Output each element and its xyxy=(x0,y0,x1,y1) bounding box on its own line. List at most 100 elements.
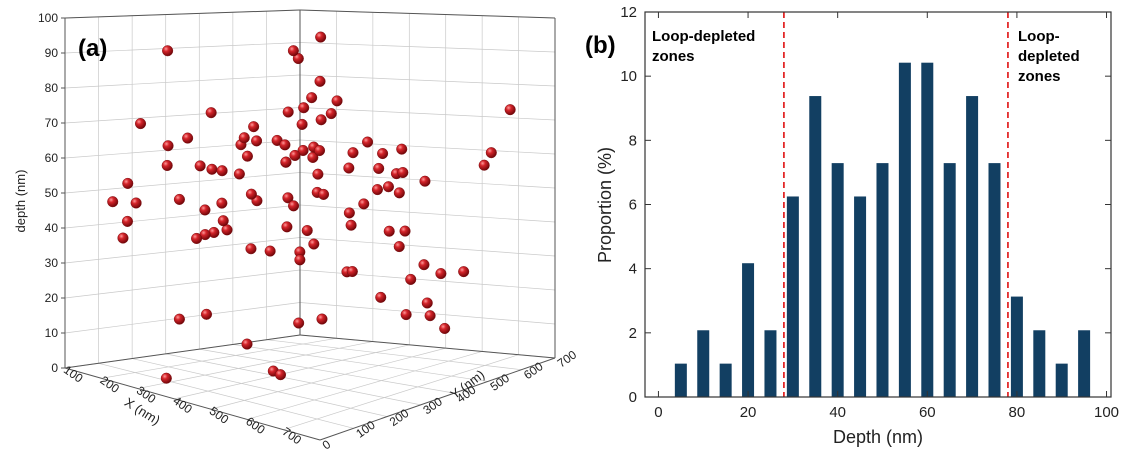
scatter-point xyxy=(435,268,447,280)
scatter-point xyxy=(383,225,395,237)
histogram-bar xyxy=(1010,296,1023,397)
scatter-point xyxy=(504,104,516,116)
panel-label-a: (a) xyxy=(78,35,107,62)
histogram-bar xyxy=(674,363,687,397)
scatter-point xyxy=(238,132,250,144)
scatter-point xyxy=(245,243,257,255)
scatter-point xyxy=(107,196,119,208)
x-tick-label: 700 xyxy=(280,424,305,447)
scatter-point xyxy=(419,175,431,187)
scatter-point xyxy=(264,245,276,257)
scatter-point xyxy=(293,317,305,329)
scatter-points xyxy=(107,31,516,384)
scatter-point xyxy=(135,118,147,130)
scatter-point xyxy=(162,45,174,57)
depth-tick-label: 60 xyxy=(45,151,59,165)
y-tick-label: 4 xyxy=(629,261,637,278)
scatter-point xyxy=(325,108,337,120)
histogram-bar xyxy=(786,196,799,397)
scatter-point xyxy=(173,313,185,325)
scatter-point xyxy=(358,198,370,210)
scatter-point xyxy=(275,369,287,381)
scatter-point xyxy=(294,254,306,266)
depth-tick-label: 50 xyxy=(45,186,59,200)
scatter-point xyxy=(346,266,358,278)
depth-axis-label: depth (nm) xyxy=(13,170,28,233)
histogram-bar xyxy=(742,263,755,397)
depth-axis-ticks: 0 10 20 30 40 50 60 70 80 90 100 xyxy=(38,11,65,375)
histogram-bar xyxy=(809,96,822,397)
scatter-point xyxy=(216,197,228,209)
histogram-bar xyxy=(719,363,732,397)
x-tick-label: 600 xyxy=(243,414,268,437)
scatter-point xyxy=(173,193,185,205)
scatter-point xyxy=(318,188,330,200)
scatter-point xyxy=(478,159,490,171)
scatter-point xyxy=(216,165,228,177)
scatter-point xyxy=(315,31,327,43)
scatter-point xyxy=(377,148,389,160)
scatter-point xyxy=(206,163,218,175)
scatter-point xyxy=(122,177,134,189)
y-tick-label: 12 xyxy=(620,4,637,21)
x-tick-label: 100 xyxy=(1094,404,1119,421)
scatter-point xyxy=(194,160,206,172)
x-tick-label: 20 xyxy=(740,404,757,421)
scatter-point xyxy=(191,232,203,244)
scatter-point xyxy=(371,184,383,196)
scatter-point xyxy=(121,215,133,227)
histogram-panel: 0 2 4 6 8 10 12 0 20 40 60 80 100 (b) Proportion (%… xyxy=(585,4,1119,447)
scatter-point xyxy=(362,136,374,148)
scatter-point xyxy=(280,156,292,168)
depleted-zone-lines xyxy=(783,12,1009,397)
depth-tick-label: 40 xyxy=(45,221,59,235)
depth-tick-label: 90 xyxy=(45,46,59,60)
scatter-point xyxy=(248,121,260,133)
scatter-point xyxy=(279,139,291,151)
scatter-point xyxy=(397,167,409,179)
x-axis-label: Depth (nm) xyxy=(833,427,923,447)
histogram-bars xyxy=(674,62,1091,398)
x-axis-ticks: 100 200 300 400 500 600 700 xyxy=(61,363,304,448)
annotation-line: Loop-depleted xyxy=(652,28,755,45)
scatter-point xyxy=(343,207,355,219)
y-tick-label: 700 xyxy=(555,347,580,370)
scatter-point xyxy=(400,309,412,321)
scatter-point xyxy=(288,200,300,212)
scatter-point xyxy=(200,308,212,320)
scatter-point xyxy=(421,297,433,309)
box-gridlines xyxy=(64,9,556,431)
histogram-bar xyxy=(943,163,956,397)
scatter-point xyxy=(347,147,359,159)
scatter-point xyxy=(418,259,430,271)
scatter-point xyxy=(312,168,324,180)
scatter-point xyxy=(373,162,385,174)
scatter-point xyxy=(458,266,470,278)
histogram-bar xyxy=(988,163,1001,397)
depth-tick-label: 10 xyxy=(45,326,59,340)
scatter-point xyxy=(117,232,129,244)
scatter-point xyxy=(241,338,253,350)
scatter-point xyxy=(375,291,387,303)
scatter-point xyxy=(130,197,142,209)
scatter-point xyxy=(301,225,313,237)
x-tick-label: 400 xyxy=(170,393,195,416)
y-tick-label: 2 xyxy=(629,325,637,342)
histogram-bar xyxy=(1033,330,1046,397)
scatter-point xyxy=(298,102,310,114)
y-tick-label: 0 xyxy=(320,437,334,450)
scatter-point xyxy=(287,45,299,57)
scatter-point xyxy=(241,150,253,162)
depth-tick-label: 30 xyxy=(45,256,59,270)
scatter-point xyxy=(399,225,411,237)
scatter-point xyxy=(199,204,211,216)
scatter-point xyxy=(160,372,172,384)
x-tick-label: 80 xyxy=(1009,404,1026,421)
scatter-point xyxy=(316,313,328,325)
scatter-point xyxy=(306,92,318,104)
annotation-line: Loop- xyxy=(1018,28,1060,45)
scatter-point xyxy=(343,162,355,174)
scatter-point xyxy=(424,310,436,322)
histogram-bar xyxy=(1078,330,1091,397)
